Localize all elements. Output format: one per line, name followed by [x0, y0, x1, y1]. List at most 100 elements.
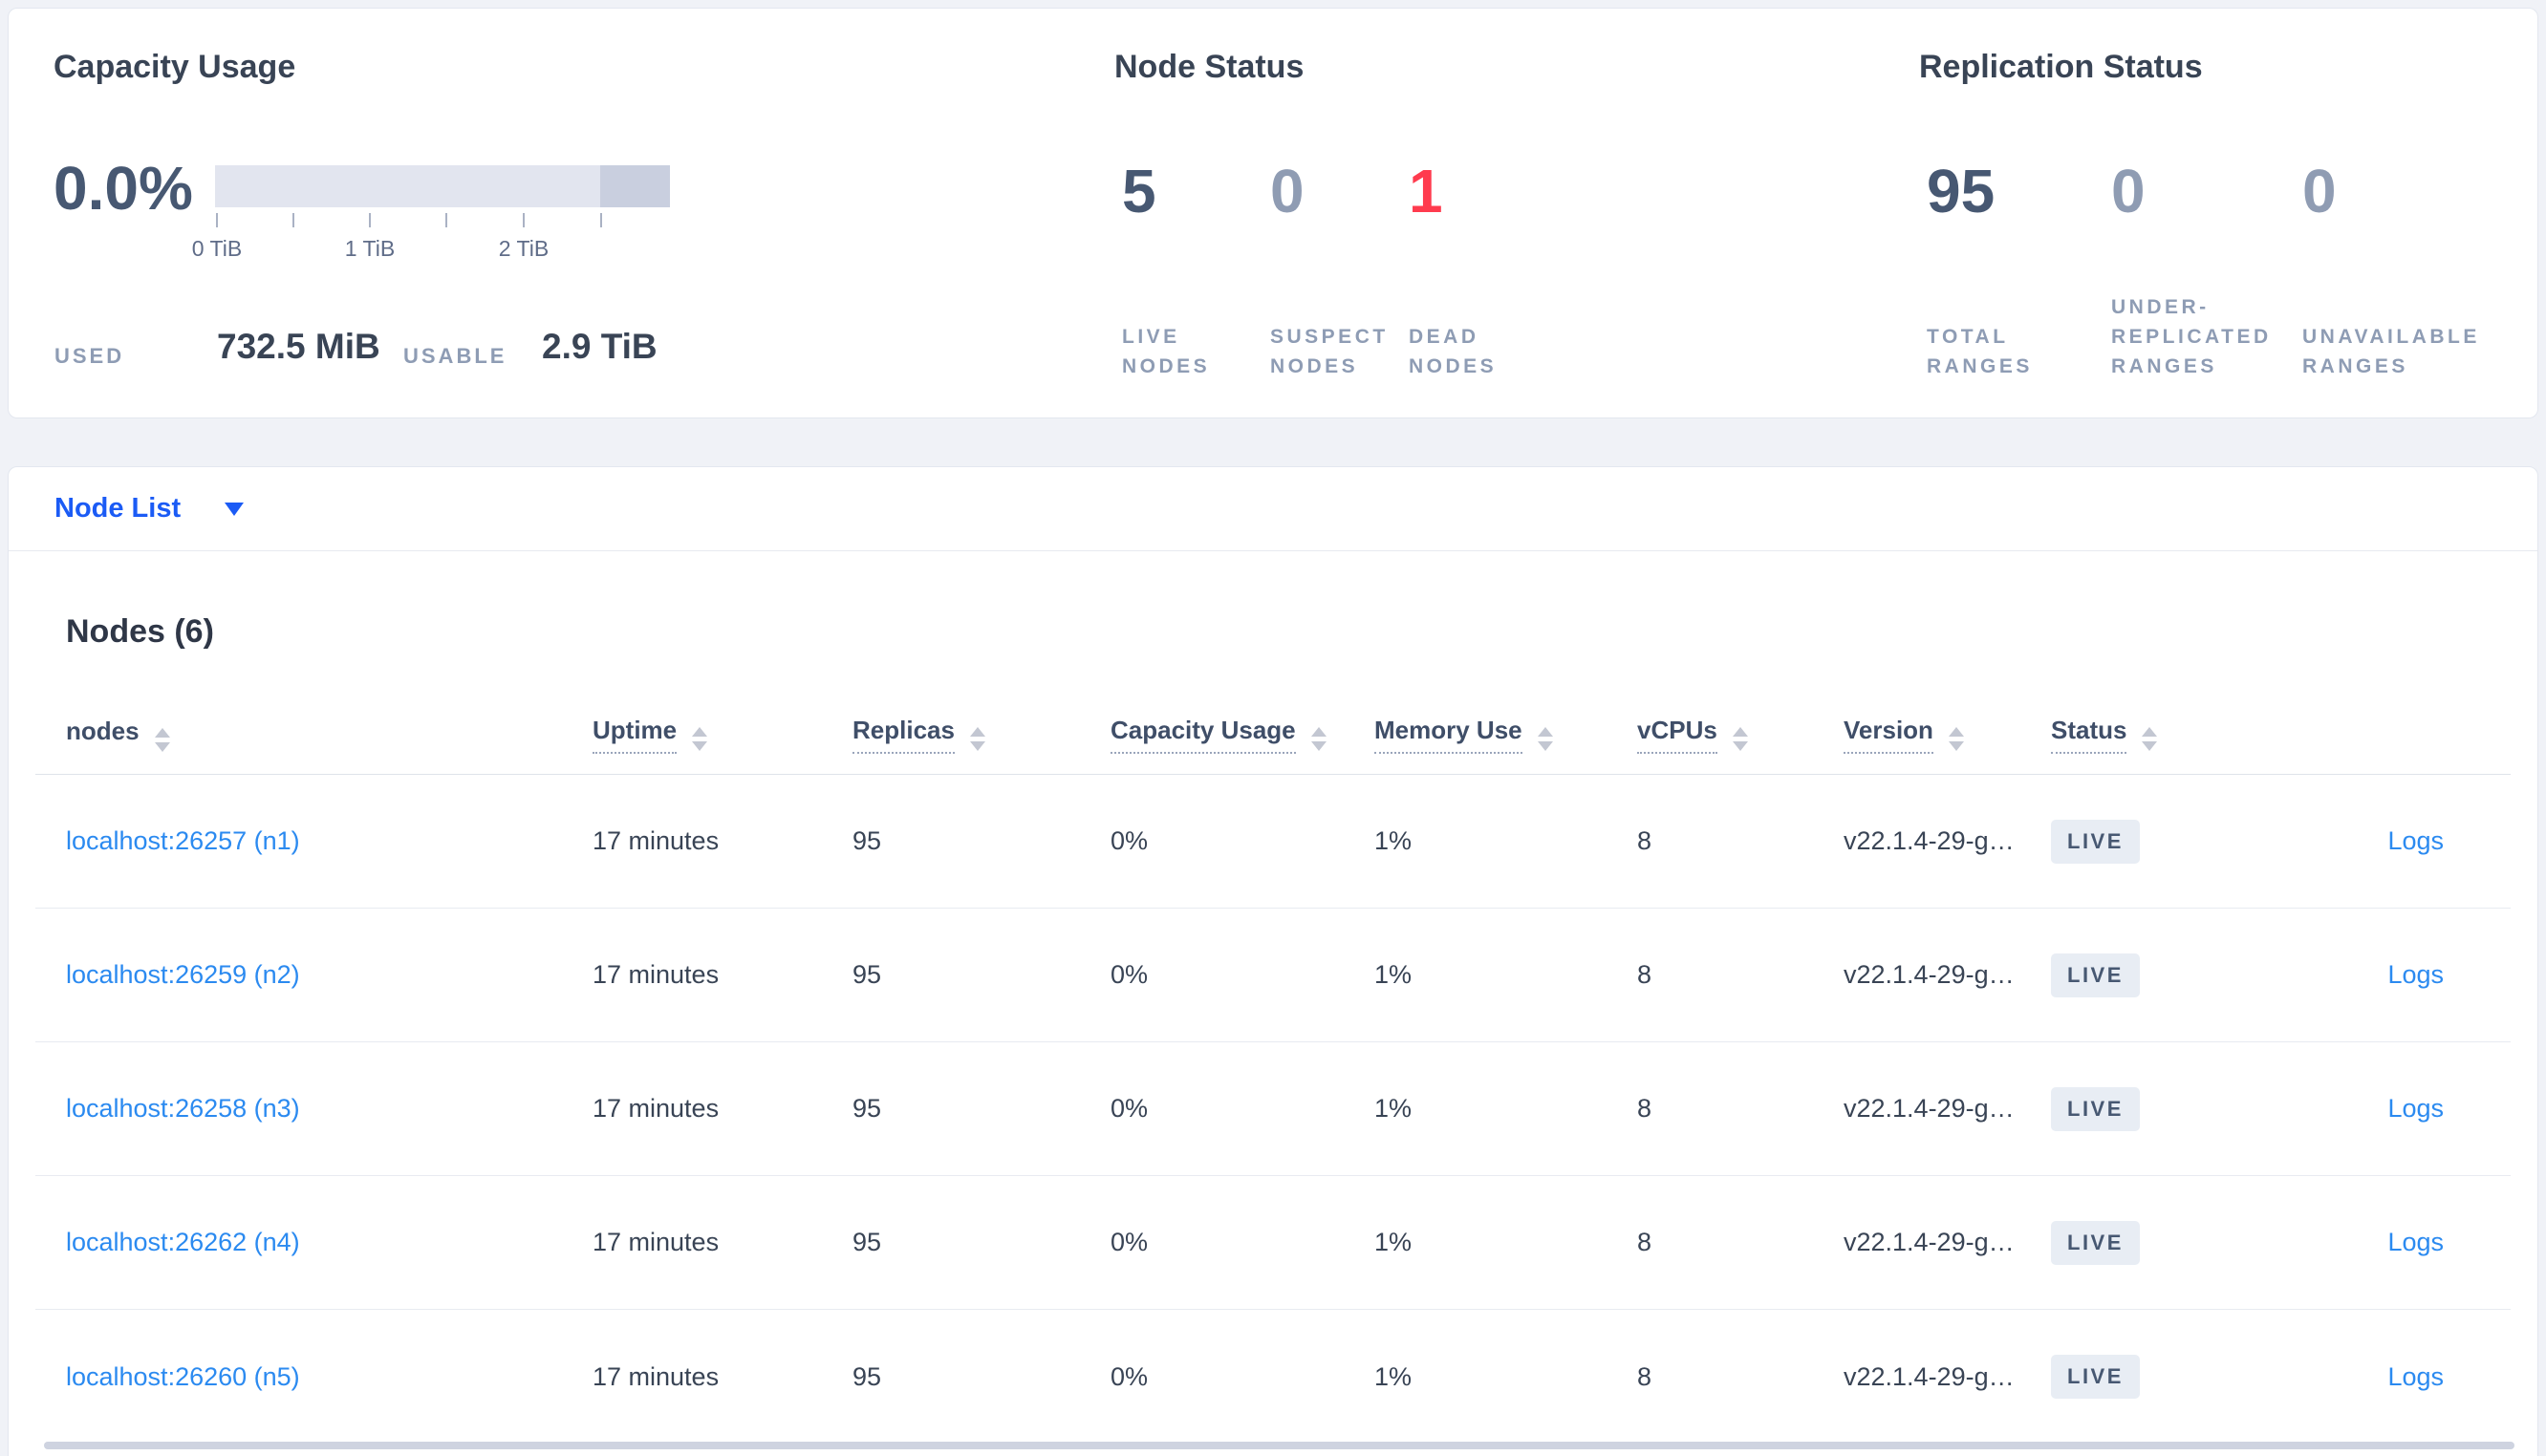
replicas-cell: 95: [852, 960, 882, 989]
stat-value: 0: [1270, 157, 1305, 225]
status-cell: LIVE: [2051, 953, 2299, 997]
node-cell: localhost:26260 (n5): [35, 1362, 593, 1392]
vcpus-cell: 8: [1637, 960, 1652, 989]
logs-cell: Logs: [2299, 1228, 2511, 1257]
stat-label: UNAVAILABLE RANGES: [2302, 326, 2480, 377]
stat-value: 1: [1409, 157, 1443, 225]
table-row: localhost:26257 (n1) 17 minutes 95 0% 1%…: [35, 775, 2511, 909]
node-status-title: Node Status: [1114, 49, 1305, 85]
node-cell: localhost:26259 (n2): [35, 960, 593, 990]
stat-label: LIVE NODES: [1122, 326, 1211, 377]
nodes-table: nodes Uptime Replicas Capacity Usage Mem…: [35, 695, 2511, 1444]
table-row: localhost:26259 (n2) 17 minutes 95 0% 1%…: [35, 909, 2511, 1042]
logs-link[interactable]: Logs: [2387, 960, 2444, 989]
capacity-gauge-reserved-segment: [600, 165, 670, 207]
memory-use-cell: 1%: [1374, 1361, 1413, 1391]
node-link[interactable]: localhost:26257 (n1): [66, 826, 300, 855]
tick-label: 2 TiB: [498, 236, 550, 261]
used-value: 732.5 MiB: [217, 327, 380, 366]
column-header-label[interactable]: Uptime: [593, 716, 678, 754]
node-cell: localhost:26257 (n1): [35, 826, 593, 856]
stat-value: 0: [2302, 157, 2337, 225]
node-list-dropdown[interactable]: Node List: [54, 493, 182, 524]
status-cell: LIVE: [2051, 1355, 2299, 1399]
memory-use-cell: 1%: [1374, 1094, 1413, 1123]
memory-use-cell: 1%: [1374, 960, 1413, 989]
replication-status-title: Replication Status: [1919, 49, 2203, 85]
tick-mark: [216, 213, 218, 227]
column-header-vcpus[interactable]: vCPUs: [1637, 716, 1844, 754]
uptime-cell: 17 minutes: [593, 1228, 720, 1256]
sort-icon: [1732, 726, 1748, 751]
column-header-memory-use[interactable]: Memory Use: [1374, 716, 1637, 754]
logs-link[interactable]: Logs: [2387, 826, 2444, 855]
logs-link[interactable]: Logs: [2387, 1228, 2444, 1256]
capacity-usage-cell: 0%: [1111, 1361, 1149, 1391]
status-cell: LIVE: [2051, 819, 2299, 864]
memory-use-cell: 1%: [1374, 826, 1413, 855]
column-header-status[interactable]: Status: [2051, 716, 2299, 754]
logs-link[interactable]: Logs: [2387, 1361, 2444, 1391]
status-cell: LIVE: [2051, 1220, 2299, 1265]
nodes-card: Node List Nodes (6) nodes Uptime Replica…: [8, 466, 2538, 1456]
status-cell: LIVE: [2051, 1086, 2299, 1131]
capacity-usage-cell: 0%: [1111, 826, 1149, 855]
view-selector-strip: Node List: [9, 467, 2537, 551]
stat-value: 5: [1122, 157, 1156, 225]
logs-cell: Logs: [2299, 826, 2511, 856]
tick-mark: [523, 213, 525, 227]
replicas-cell: 95: [852, 1228, 882, 1256]
nodes-table-header: nodes Uptime Replicas Capacity Usage Mem…: [35, 695, 2511, 775]
stat-label: SUSPECT NODES: [1270, 326, 1389, 377]
stat-value: 0: [2111, 157, 2146, 225]
capacity-percent: 0.0%: [54, 154, 193, 223]
column-header-replicas[interactable]: Replicas: [852, 716, 1111, 754]
tick-mark: [445, 213, 447, 227]
usable-label: USABLE: [403, 344, 507, 368]
replicas-cell: 95: [852, 1361, 882, 1391]
sort-icon: [1537, 726, 1553, 751]
column-header-label[interactable]: Version: [1844, 716, 1933, 754]
sort-icon: [154, 728, 170, 752]
column-header-capacity-usage[interactable]: Capacity Usage: [1111, 716, 1374, 754]
vcpus-cell: 8: [1637, 1361, 1652, 1391]
logs-cell: Logs: [2299, 1362, 2511, 1392]
horizontal-scrollbar[interactable]: [44, 1442, 2514, 1449]
logs-cell: Logs: [2299, 960, 2511, 990]
version-cell: v22.1.4-29-g…: [1844, 1361, 2015, 1391]
status-badge: LIVE: [2051, 1355, 2140, 1399]
status-badge: LIVE: [2051, 819, 2140, 864]
tick-label: 0 TiB: [191, 236, 243, 261]
memory-use-cell: 1%: [1374, 1228, 1413, 1256]
node-link[interactable]: localhost:26259 (n2): [66, 960, 300, 989]
status-badge: LIVE: [2051, 953, 2140, 997]
capacity-usage-title: Capacity Usage: [54, 49, 296, 85]
used-label: USED: [54, 344, 125, 368]
stat-label: UNDER-REPLICATED RANGES: [2111, 296, 2272, 377]
column-header-label[interactable]: Capacity Usage: [1111, 716, 1296, 754]
node-link[interactable]: localhost:26260 (n5): [66, 1361, 300, 1391]
column-header-nodes[interactable]: nodes: [35, 717, 593, 752]
stat-label: TOTAL RANGES: [1927, 326, 2033, 377]
column-header-version[interactable]: Version: [1844, 716, 2051, 754]
caret-down-icon[interactable]: [225, 502, 245, 516]
column-header-label[interactable]: Memory Use: [1374, 716, 1522, 754]
vcpus-cell: 8: [1637, 1228, 1652, 1256]
replicas-cell: 95: [852, 1094, 882, 1123]
column-header-label[interactable]: nodes: [66, 717, 140, 745]
node-link[interactable]: localhost:26262 (n4): [66, 1228, 300, 1256]
column-header-uptime[interactable]: Uptime: [593, 716, 852, 754]
version-cell: v22.1.4-29-g…: [1844, 960, 2015, 989]
node-link[interactable]: localhost:26258 (n3): [66, 1094, 300, 1123]
tick-label: 1 TiB: [344, 236, 396, 261]
vcpus-cell: 8: [1637, 1094, 1652, 1123]
sort-icon: [2142, 726, 2158, 751]
column-header-label[interactable]: Replicas: [852, 716, 955, 754]
node-cell: localhost:26262 (n4): [35, 1228, 593, 1257]
logs-link[interactable]: Logs: [2387, 1094, 2444, 1123]
column-header-label[interactable]: Status: [2051, 716, 2127, 754]
cluster-summary-card: Capacity Usage 0.0% 0 TiB 1 TiB 2 TiB USED…: [8, 8, 2538, 418]
column-header-label[interactable]: vCPUs: [1637, 716, 1717, 754]
status-badge: LIVE: [2051, 1220, 2140, 1265]
